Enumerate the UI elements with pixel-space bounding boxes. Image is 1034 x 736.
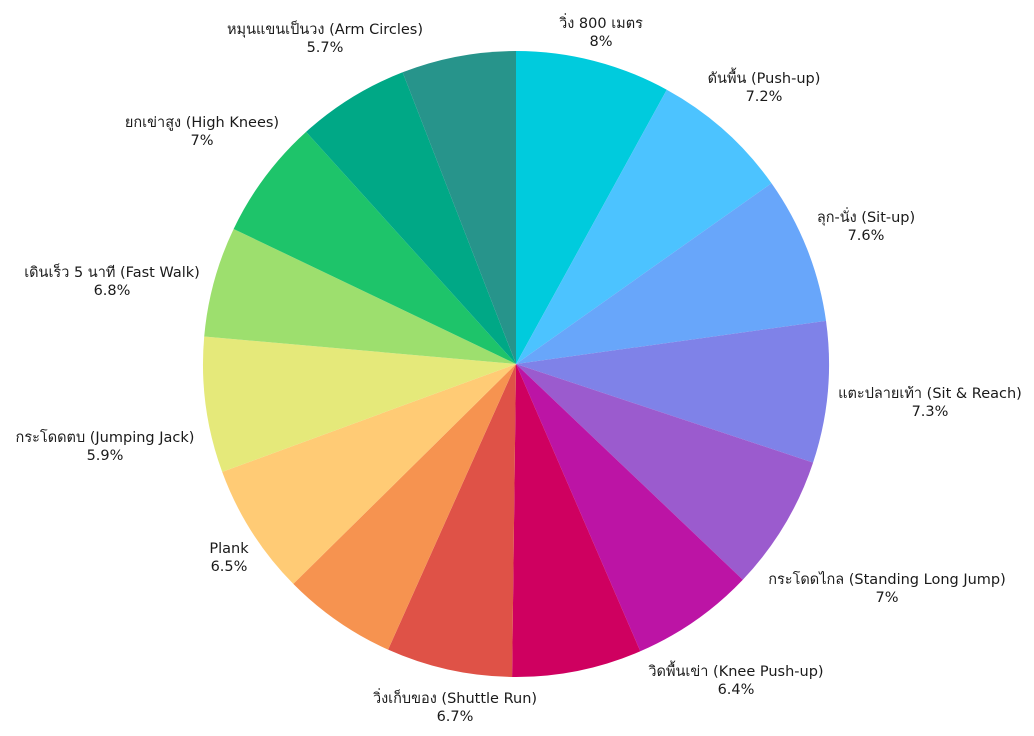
pie-slice-2 bbox=[516, 183, 827, 364]
slice-percent-label: 6.4% bbox=[718, 682, 755, 698]
slice-percent-label: 6.5% bbox=[211, 559, 248, 575]
pie-slice-12 bbox=[233, 131, 516, 364]
slice-name-label: กระโดดไกล (Standing Long Jump) bbox=[768, 570, 1006, 588]
pie-slices bbox=[203, 51, 829, 678]
slice-percent-label: 6.7% bbox=[437, 709, 474, 725]
pie-slice-7 bbox=[388, 364, 516, 677]
slice-percent-label: 8% bbox=[589, 34, 612, 50]
slice-percent-label: 5.9% bbox=[87, 448, 124, 464]
slice-name-label: เดินเร็ว 5 นาที (Fast Walk) bbox=[24, 262, 200, 281]
slice-name-label: Plank bbox=[209, 541, 249, 557]
slice-name-label: วิ่ง 800 เมตร bbox=[559, 13, 643, 32]
pie-slice-3 bbox=[516, 320, 829, 463]
pie-slice-1 bbox=[516, 89, 772, 364]
slice-name-label: กระโดดตบ (Jumping Jack) bbox=[16, 428, 195, 446]
pie-slice-14 bbox=[402, 51, 516, 364]
slice-percent-label: 7.6% bbox=[848, 228, 885, 244]
pie-labels: วิ่ง 800 เมตร 8% ดันพื้น (Push-up) 7.2% ลุก-… bbox=[16, 13, 1022, 725]
pie-slice-0 bbox=[516, 51, 667, 364]
pie-slice-8 bbox=[293, 364, 516, 650]
slice-name-label: ยกเข่าสูง (High Knees) bbox=[125, 115, 279, 131]
slice-percent-label: 6.8% bbox=[94, 283, 131, 299]
pie-slice-9 bbox=[222, 364, 516, 584]
pie-slice-10 bbox=[203, 336, 517, 472]
pie-slice-6 bbox=[512, 364, 641, 678]
slice-name-label: แตะปลายเท้า (Sit & Reach) bbox=[838, 385, 1022, 402]
slice-percent-label: 7.2% bbox=[746, 89, 783, 105]
slice-name-label: ดันพื้น (Push-up) bbox=[708, 67, 821, 87]
pie-slice-13 bbox=[306, 72, 516, 364]
pie-slice-5 bbox=[516, 364, 743, 652]
slice-percent-label: 7% bbox=[190, 133, 213, 149]
slice-percent-label: 7% bbox=[875, 590, 898, 606]
slice-name-label: หมุนแขนเป็นวง (Arm Circles) bbox=[227, 19, 423, 38]
slice-percent-label: 7.3% bbox=[912, 404, 949, 420]
slice-name-label: วิดพื้นเข่า (Knee Push-up) bbox=[648, 660, 823, 680]
pie-slice-11 bbox=[204, 228, 516, 364]
slice-name-label: วิ่งเก็บของ (Shuttle Run) bbox=[373, 688, 537, 707]
slice-name-label: ลุก-นั่ง (Sit-up) bbox=[817, 207, 915, 226]
slice-percent-label: 5.7% bbox=[307, 40, 344, 56]
pie-slice-4 bbox=[516, 364, 814, 580]
